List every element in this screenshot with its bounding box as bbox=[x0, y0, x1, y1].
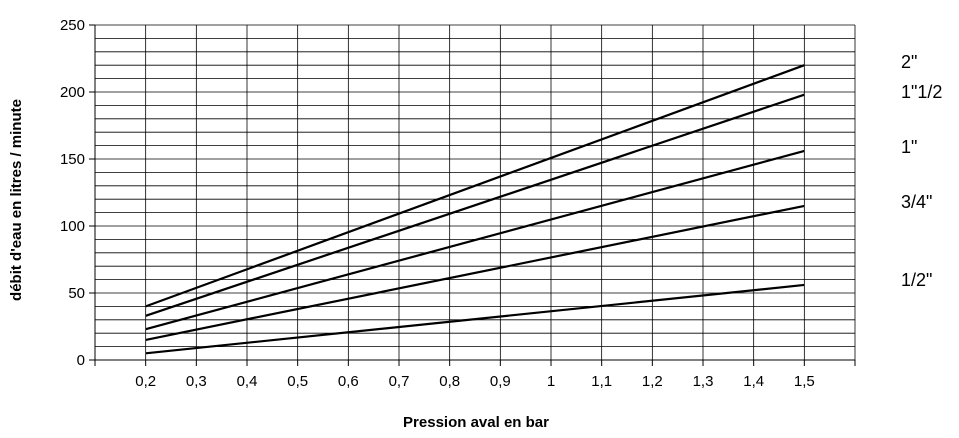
series-line bbox=[145, 149, 805, 331]
x-tick-label: 0,6 bbox=[338, 373, 359, 390]
x-tick-label: 1,1 bbox=[591, 373, 612, 390]
x-tick-label: 1 bbox=[547, 373, 555, 390]
series-line bbox=[145, 93, 805, 317]
series-lines bbox=[145, 64, 805, 355]
x-tick-label: 1,4 bbox=[743, 373, 764, 390]
x-tick-label: 0,2 bbox=[135, 373, 156, 390]
series-line bbox=[145, 204, 805, 341]
y-tick-label: 100 bbox=[60, 218, 85, 235]
y-tick-label: 0 bbox=[77, 352, 85, 369]
y-tick-label: 150 bbox=[60, 151, 85, 168]
axes: 0 50 100 150 200 250 0,2 0,3 0,4 0,5 0,6 0,7 0,8 0,9 1… bbox=[60, 17, 856, 390]
y-tick-label: 250 bbox=[60, 17, 85, 34]
series-label: 1" bbox=[901, 137, 917, 157]
labels: 2" 1"1/2 1" 3/4" 1/2" bbox=[901, 52, 942, 290]
x-tick-label: 1,5 bbox=[794, 373, 815, 390]
series-label: 3/4" bbox=[901, 192, 932, 212]
series-label: 2" bbox=[901, 52, 917, 72]
x-tick-label: 1,3 bbox=[693, 373, 714, 390]
series-line bbox=[145, 283, 805, 355]
y-axis-title: débit d'eau en litres / minute bbox=[8, 99, 25, 301]
x-axis-title: Pression aval en bar bbox=[403, 414, 549, 431]
x-tick-label: 1,2 bbox=[642, 373, 663, 390]
x-tick-label: 0,7 bbox=[389, 373, 410, 390]
x-tick-label: 0,9 bbox=[490, 373, 511, 390]
y-tick-label: 200 bbox=[60, 84, 85, 101]
x-tick-label: 0,8 bbox=[439, 373, 460, 390]
series-label: 1/2" bbox=[901, 270, 932, 290]
grid bbox=[95, 24, 856, 360]
x-tick-label: 0,3 bbox=[186, 373, 207, 390]
y-tick-label: 50 bbox=[68, 285, 85, 302]
series-line bbox=[145, 64, 805, 308]
x-tick-label: 0,4 bbox=[237, 373, 258, 390]
x-tick-label: 0,5 bbox=[287, 373, 308, 390]
series-label: 1"1/2 bbox=[901, 82, 942, 102]
